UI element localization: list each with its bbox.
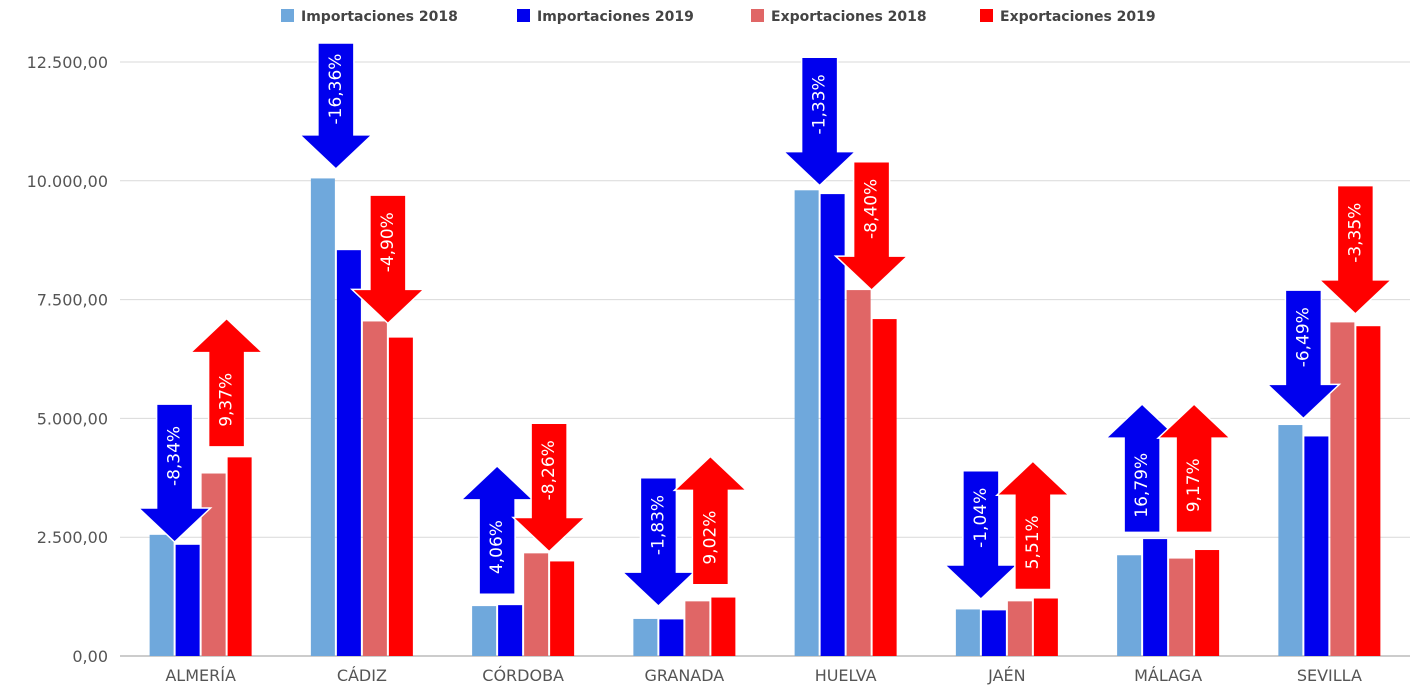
- x-tick-label: HUELVA: [815, 666, 877, 685]
- legend-label: Importaciones 2019: [537, 9, 694, 25]
- bar: [1033, 598, 1058, 656]
- bar: [336, 250, 361, 656]
- bar: [1330, 322, 1355, 656]
- change-label: 4,06%: [487, 520, 507, 574]
- x-tick-label: MÁLAGA: [1134, 666, 1202, 685]
- arrow-down: [298, 42, 374, 170]
- bar: [659, 619, 684, 656]
- y-tick-label: 5.000,00: [37, 409, 108, 428]
- x-tick-label: SEVILLA: [1297, 666, 1362, 685]
- arrow-down: [620, 477, 697, 608]
- bar: [955, 609, 980, 656]
- arrow-down: [833, 161, 910, 292]
- bar: [175, 544, 200, 656]
- x-tick-label: ALMERÍA: [165, 666, 236, 685]
- arrow-down: [350, 194, 426, 325]
- y-tick-label: 0,00: [72, 647, 108, 666]
- y-tick-label: 10.000,00: [27, 172, 108, 191]
- bar: [201, 473, 226, 656]
- x-tick-label: CÁDIZ: [337, 666, 387, 685]
- arrow-down: [1317, 184, 1394, 315]
- bar: [388, 337, 413, 656]
- change-label: 16,79%: [1132, 453, 1152, 518]
- change-label: -8,34%: [165, 426, 185, 486]
- bar: [685, 601, 710, 656]
- x-axis: ALMERÍA CÁDIZ CÓRDOBA GRANADA HUELVA JAÉN MÁLA…: [165, 666, 1362, 685]
- bar: [846, 290, 871, 656]
- bar: [1007, 601, 1032, 656]
- change-label: -1,33%: [810, 74, 830, 134]
- legend: Importaciones 2018 Importaciones 2019 Expo…: [281, 9, 1156, 25]
- arrow-up: [672, 455, 749, 586]
- change-label: -16,36%: [326, 54, 346, 125]
- y-axis: 0,00 2.500,00 5.000,00 7.500,00 10.000,00 12.…: [27, 53, 108, 666]
- change-label: 9,17%: [1184, 458, 1204, 512]
- bar: [820, 194, 845, 657]
- legend-swatch: [980, 9, 993, 22]
- arrow-up: [995, 460, 1071, 591]
- bar: [1169, 558, 1194, 656]
- bar: [711, 597, 736, 656]
- change-label: 9,37%: [217, 373, 237, 427]
- arrow-down: [511, 422, 587, 553]
- bar: [1304, 436, 1329, 656]
- bar: [550, 561, 575, 656]
- bar: [1143, 539, 1168, 656]
- arrow-down: [781, 56, 858, 187]
- arrow-up: [459, 464, 535, 595]
- bar: [310, 178, 335, 656]
- bar: [1356, 326, 1381, 656]
- legend-swatch: [517, 9, 530, 22]
- change-label: -8,40%: [862, 179, 882, 239]
- arrow-up: [1156, 403, 1232, 534]
- arrow-up: [188, 317, 265, 448]
- legend-swatch: [281, 9, 294, 22]
- change-label: 5,51%: [1023, 515, 1043, 569]
- x-tick-label: CÓRDOBA: [482, 666, 564, 685]
- bar: [1117, 555, 1142, 656]
- x-tick-label: GRANADA: [645, 666, 725, 685]
- bar: [981, 610, 1006, 656]
- bar: [362, 321, 387, 656]
- bar: [1278, 425, 1303, 656]
- legend-label: Importaciones 2018: [301, 9, 458, 25]
- change-label: -4,90%: [378, 212, 398, 272]
- change-label: 9,02%: [700, 511, 720, 565]
- arrow-down: [1265, 289, 1342, 420]
- bar: [633, 618, 658, 656]
- legend-swatch: [751, 9, 764, 22]
- change-label: -6,49%: [1293, 307, 1313, 367]
- bars: [149, 178, 1381, 657]
- x-tick-label: JAÉN: [987, 666, 1025, 685]
- bar: [227, 457, 252, 656]
- change-label: -8,26%: [539, 440, 559, 500]
- legend-label: Exportaciones 2018: [771, 9, 927, 25]
- bar: [524, 553, 549, 656]
- arrow-down: [136, 403, 213, 544]
- change-label: -1,04%: [971, 488, 991, 548]
- bar: [1195, 550, 1220, 656]
- bar: [794, 190, 819, 656]
- y-tick-label: 12.500,00: [27, 53, 108, 72]
- y-tick-label: 2.500,00: [37, 528, 108, 547]
- legend-label: Exportaciones 2019: [1000, 9, 1156, 25]
- arrow-down: [943, 469, 1019, 601]
- change-label: -1,83%: [648, 495, 668, 555]
- y-tick-label: 7.500,00: [37, 291, 108, 310]
- bar: [498, 605, 523, 656]
- change-label: -3,35%: [1345, 203, 1365, 263]
- change-arrows: -8,34% 9,37% -16,36% -4,90% 4,06% -8,26% -1,83…: [136, 42, 1394, 608]
- bar: [872, 319, 897, 656]
- bar: [149, 534, 174, 656]
- bar: [472, 606, 497, 656]
